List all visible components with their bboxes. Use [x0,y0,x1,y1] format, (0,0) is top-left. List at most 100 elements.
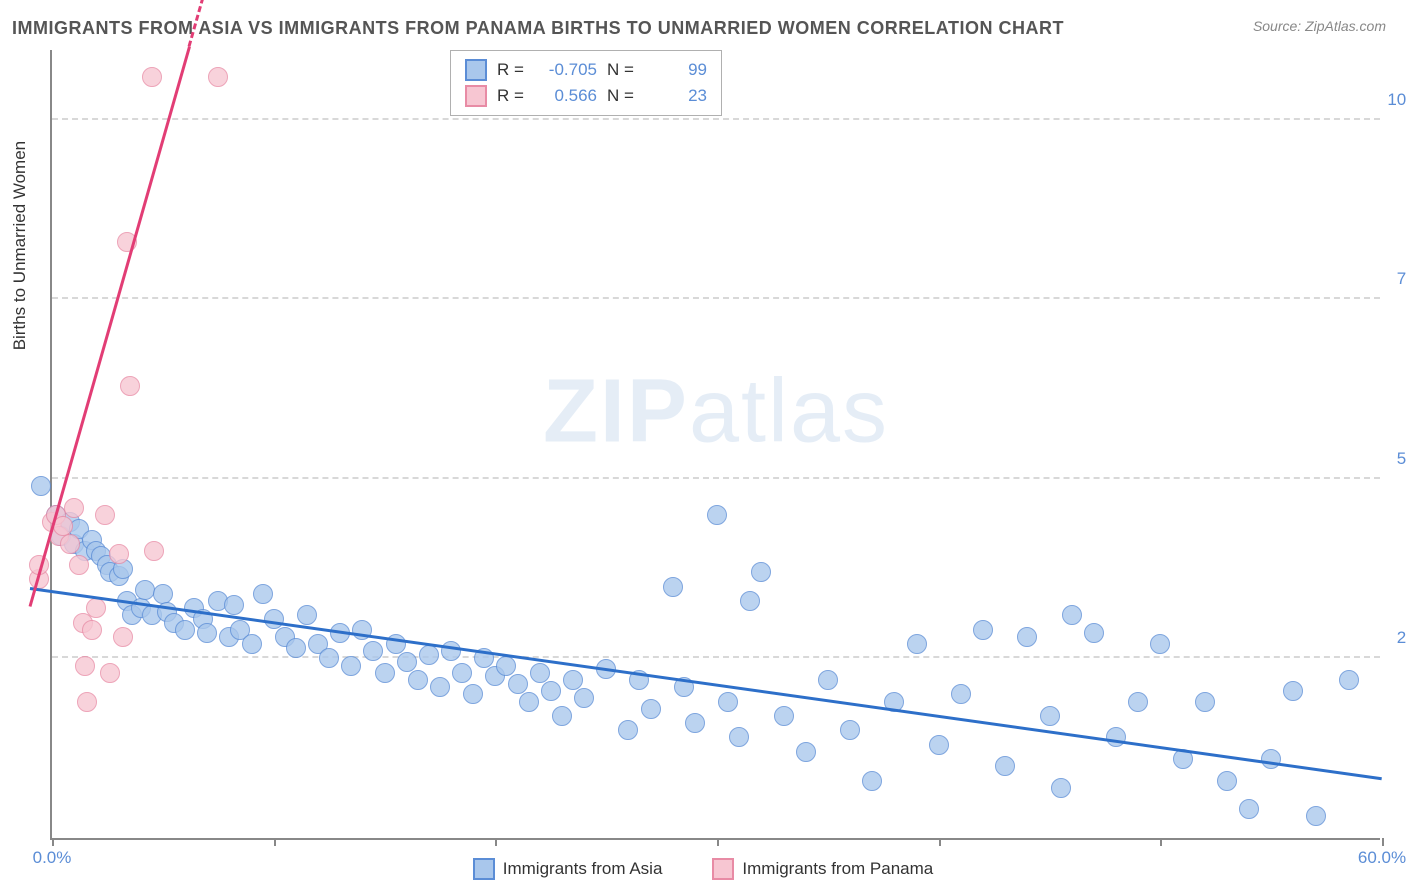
data-point [1150,634,1170,654]
data-point [175,620,195,640]
data-point [519,692,539,712]
data-point [685,713,705,733]
data-point [774,706,794,726]
data-point [718,692,738,712]
data-point [75,656,95,676]
data-point [142,67,162,87]
legend-series: Immigrants from Asia Immigrants from Pana… [0,858,1406,880]
y-tick-label: 50.0% [1397,449,1406,469]
x-tick [1160,838,1162,846]
legend-stat-value: -0.705 [537,60,597,80]
chart-container: IMMIGRANTS FROM ASIA VS IMMIGRANTS FROM … [0,0,1406,892]
y-tick-label: 75.0% [1397,269,1406,289]
data-point [530,663,550,683]
data-point [82,620,102,640]
data-point [109,544,129,564]
data-point [1239,799,1259,819]
data-point [862,771,882,791]
data-point [1128,692,1148,712]
data-point [297,605,317,625]
x-tick [274,838,276,846]
data-point [1261,749,1281,769]
data-point [1339,670,1359,690]
y-tick-label: 100.0% [1387,90,1406,110]
data-point [618,720,638,740]
data-point [541,681,561,701]
watermark: ZIPatlas [543,361,889,464]
data-point [1062,605,1082,625]
data-point [319,648,339,668]
data-point [552,706,572,726]
data-point [264,609,284,629]
legend-stat-label: R = [497,86,527,106]
y-tick-label: 25.0% [1397,628,1406,648]
data-point [64,498,84,518]
data-point [375,663,395,683]
data-point [144,541,164,561]
data-point [135,580,155,600]
data-point [95,505,115,525]
data-point [408,670,428,690]
data-point [286,638,306,658]
data-point [1195,692,1215,712]
legend-swatch [473,858,495,880]
data-point [951,684,971,704]
plot-area: ZIPatlas 25.0%50.0%75.0%100.0%0.0%60.0% [50,50,1380,840]
data-point [224,595,244,615]
data-point [120,376,140,396]
legend-stat-label: N = [607,86,637,106]
data-point [208,67,228,87]
gridline [52,297,1380,299]
x-tick [717,838,719,846]
data-point [430,677,450,697]
legend-stat-value: 99 [647,60,707,80]
data-point [153,584,173,604]
data-point [508,674,528,694]
data-point [1051,778,1071,798]
gridline [52,656,1380,658]
data-point [242,634,262,654]
data-point [100,663,120,683]
data-point [60,534,80,554]
data-point [69,555,89,575]
data-point [929,735,949,755]
chart-title: IMMIGRANTS FROM ASIA VS IMMIGRANTS FROM … [12,18,1064,39]
legend-stat-value: 0.566 [537,86,597,106]
data-point [397,652,417,672]
data-point [729,727,749,747]
legend-stat-label: R = [497,60,527,80]
gridline [52,118,1380,120]
data-point [663,577,683,597]
data-point [995,756,1015,776]
legend-swatch [712,858,734,880]
data-point [574,688,594,708]
data-point [1017,627,1037,647]
legend-row: R = 0.566 N = 23 [465,83,707,109]
legend-label: Immigrants from Panama [742,859,933,879]
gridline [52,477,1380,479]
data-point [86,598,106,618]
data-point [419,645,439,665]
data-point [77,692,97,712]
data-point [463,684,483,704]
data-point [840,720,860,740]
data-point [751,562,771,582]
legend-stat-value: 23 [647,86,707,106]
x-tick [52,838,54,846]
data-point [1084,623,1104,643]
data-point [1217,771,1237,791]
data-point [1283,681,1303,701]
legend-stat-label: N = [607,60,637,80]
data-point [740,591,760,611]
legend-swatch [465,85,487,107]
x-tick [939,838,941,846]
data-point [818,670,838,690]
legend-label: Immigrants from Asia [503,859,663,879]
trend-line [30,587,1383,780]
data-point [641,699,661,719]
data-point [796,742,816,762]
data-point [907,634,927,654]
data-point [363,641,383,661]
legend-swatch [465,59,487,81]
data-point [253,584,273,604]
